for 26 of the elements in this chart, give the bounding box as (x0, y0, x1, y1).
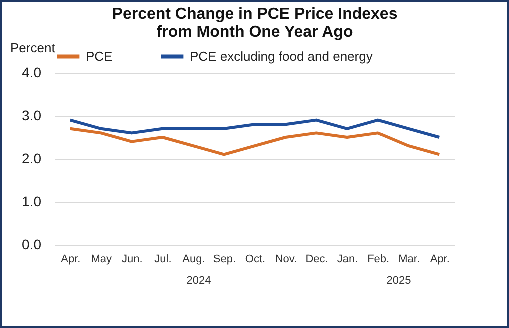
y-tick-label: 2.0 (22, 150, 42, 166)
x-tick-label: Apr. (61, 254, 81, 266)
chart-title: Percent Change in PCE Price Indexes from Month One Year Ago (112, 6, 398, 41)
x-tick-label: May (91, 254, 113, 266)
text: 2024 (186, 275, 212, 287)
text: 2025 (386, 275, 412, 287)
x-tick-label: Feb. (368, 254, 390, 266)
y-axis-title: Percent (10, 40, 56, 56)
x-tick-label: Nov. (275, 254, 298, 266)
x-tick-label: Jan. (337, 254, 358, 266)
x-tick-label: Dec. (306, 254, 328, 266)
x-tick-label: Sep. (213, 254, 236, 266)
legend-label: PCE excluding food and energy (190, 48, 374, 64)
x-tick-label: Mar. (398, 254, 420, 266)
y-tick-label: 1.0 (22, 194, 42, 210)
legend-label: PCE (86, 48, 114, 64)
y-tick-label: 0.0 (22, 236, 42, 252)
y-tick-label: 3.0 (22, 108, 42, 124)
y-tick-label: 4.0 (22, 64, 42, 80)
line-series (68, 118, 442, 139)
x-tick-label: Jun. (122, 254, 143, 266)
line-series (68, 127, 442, 156)
x-tick-label: Aug. (182, 254, 206, 266)
x-tick-label: Oct. (245, 254, 266, 266)
x-tick-label: Apr. (430, 254, 450, 266)
x-tick-label: Jul. (154, 254, 172, 266)
